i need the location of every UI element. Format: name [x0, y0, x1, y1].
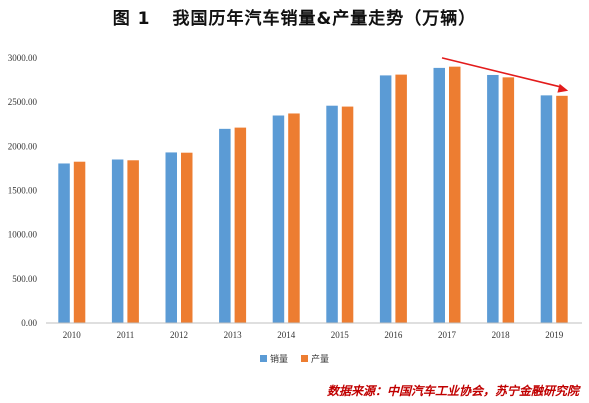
bar-sales — [165, 152, 177, 323]
legend-item-sales: 销量 — [260, 352, 288, 365]
bar-production — [502, 77, 515, 323]
bar-production — [127, 160, 139, 323]
legend-item-production: 产量 — [300, 352, 329, 365]
x-tick-label: 2017 — [438, 330, 457, 340]
x-tick-label: 2012 — [170, 330, 188, 340]
x-tick-label: 2010 — [63, 330, 82, 340]
trend-arrow-line — [441, 57, 563, 89]
trend-arrow-head — [557, 83, 569, 93]
x-tick-label: 2019 — [545, 330, 564, 340]
data-source-note: 数据来源：中国汽车工业协会，苏宁金融研究院 — [326, 384, 579, 398]
x-tick-label: 2011 — [117, 330, 135, 340]
figure-title-text: 我国历年汽车销量&产量走势（万辆） — [172, 9, 477, 29]
bar-sales — [58, 163, 70, 323]
y-tick-label: 500.00 — [12, 274, 37, 284]
x-tick-label: 2018 — [492, 330, 511, 340]
bar-production — [556, 95, 568, 323]
x-tick-label: 2013 — [224, 330, 243, 340]
y-tick-label: 2500.00 — [8, 97, 38, 107]
bar-sales — [111, 159, 124, 323]
y-tick-label: 1000.00 — [8, 230, 38, 240]
legend: 销量 产量 — [0, 352, 589, 365]
bar-sales — [433, 67, 445, 323]
y-tick-label: 3000.00 — [8, 53, 38, 63]
legend-swatch-production — [300, 355, 308, 362]
bar-sales — [540, 95, 553, 324]
bar-production — [181, 152, 193, 323]
y-axis-ticks: 0.00 500.00 1000.00 1500.00 2000.00 2500.00 30… — [8, 53, 38, 328]
bar-production — [449, 66, 461, 323]
y-tick-label: 0.00 — [21, 318, 37, 328]
legend-swatch-sales — [260, 355, 268, 362]
bar-sales — [326, 105, 338, 323]
bar-production — [395, 74, 407, 324]
x-tick-label: 2015 — [331, 330, 350, 340]
bars — [58, 66, 568, 324]
bar-production — [288, 113, 300, 324]
x-axis-ticks: 2010 2011 2012 2013 2014 2015 2016 2017 2018 2019 — [63, 330, 564, 340]
y-tick-label: 2000.00 — [8, 141, 38, 151]
bar-sales — [487, 74, 499, 324]
figure-title: 图 1 我国历年汽车销量&产量走势（万辆） — [0, 4, 589, 29]
bar-production — [73, 161, 86, 323]
bar-sales — [379, 75, 392, 323]
bar-production — [341, 106, 354, 323]
y-tick-label: 1500.00 — [8, 186, 38, 196]
legend-label-sales: 销量 — [270, 355, 289, 365]
bar-production — [234, 127, 247, 324]
x-tick-label: 2014 — [277, 330, 296, 340]
trend-arrow — [441, 57, 569, 93]
figure-number: 图 1 — [112, 9, 151, 29]
bar-sales — [272, 115, 285, 323]
legend-label-production: 产量 — [310, 355, 329, 365]
bar-sales — [219, 128, 231, 323]
x-tick-label: 2016 — [384, 330, 403, 340]
